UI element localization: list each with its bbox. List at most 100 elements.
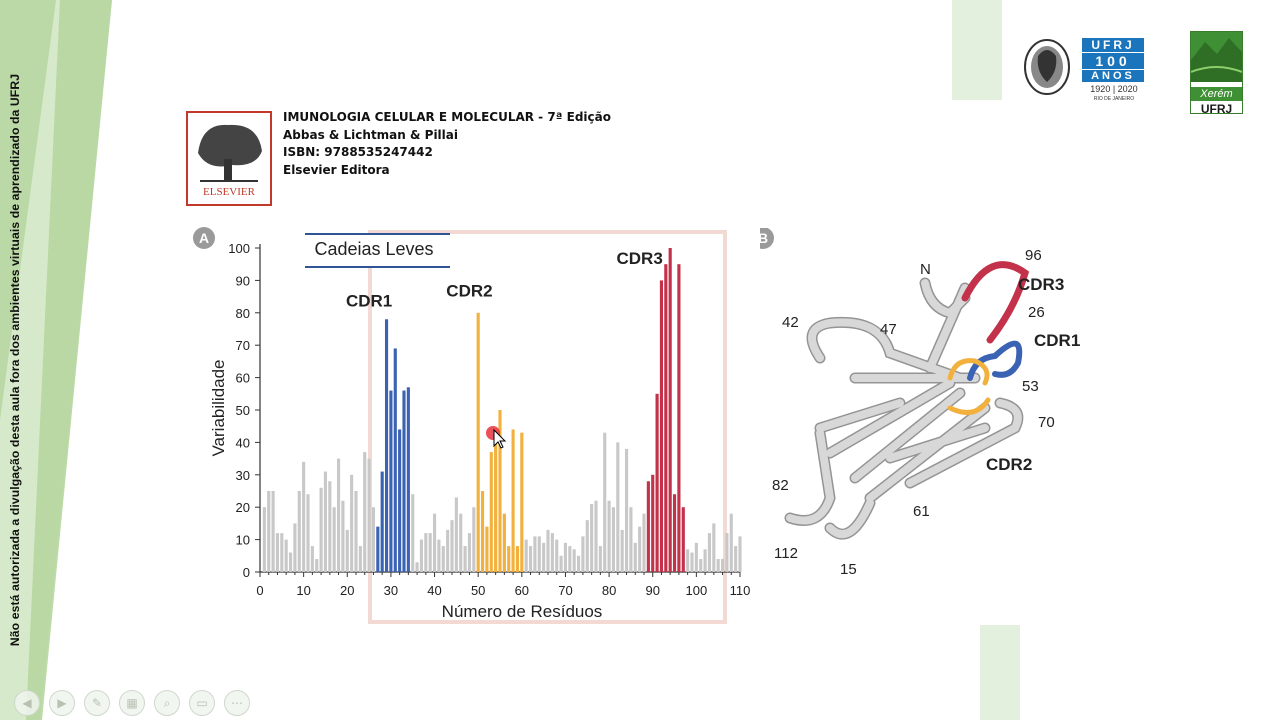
bar-framework: [598, 546, 602, 572]
previous-slide-icon[interactable]: ◀: [14, 690, 40, 716]
y-tick-label: 0: [243, 565, 250, 580]
bar-framework: [323, 471, 328, 572]
panel-a-label: A: [199, 230, 209, 246]
subtitles-icon[interactable]: ▭: [189, 690, 215, 716]
bar-framework: [572, 549, 576, 572]
book-isbn: ISBN: 9788535247442: [283, 145, 433, 159]
bar-framework: [703, 549, 707, 572]
y-tick-label: 100: [228, 241, 250, 256]
bar-framework: [524, 539, 528, 572]
bar-framework: [472, 507, 476, 572]
bar-cdr1: [376, 526, 380, 572]
bar-framework: [546, 529, 550, 572]
bar-framework: [271, 491, 275, 572]
cdr3-annotation: CDR3: [616, 249, 662, 268]
deco-strip-top: [952, 0, 1002, 100]
label-n: N: [920, 261, 931, 278]
bar-cdr3: [651, 474, 655, 572]
bar-cdr1: [380, 471, 384, 572]
mouse-cursor: [486, 426, 507, 449]
ufrj-100-anos-logo: UFRJ 100 ANOS 1920 | 2020 RIO DE JANEIRO: [1082, 38, 1146, 102]
bar-framework: [559, 555, 563, 572]
y-axis-label: Variabilidade: [209, 359, 228, 456]
bar-framework: [699, 559, 703, 572]
bar-framework: [716, 559, 720, 572]
bar-cdr2: [489, 452, 493, 572]
bar-cdr3: [664, 264, 668, 572]
bar-framework: [446, 529, 450, 572]
bar-framework: [328, 481, 332, 572]
label-96: 96: [1025, 247, 1042, 264]
bar-cdr2: [498, 410, 502, 572]
variability-chart: A Cadeias Leves 0 10 20 30 40 50 60 70 80 90 100 0 1…: [193, 227, 750, 624]
bar-cdr1: [384, 319, 389, 572]
antibody-structure-diagram: B N 96 CDR3 26 CDR1: [760, 228, 1080, 578]
bar-framework: [642, 513, 646, 572]
y-tick-label: 80: [236, 306, 250, 321]
bar-framework: [332, 507, 336, 572]
bar-cdr3: [672, 494, 677, 572]
bar-framework: [638, 526, 642, 572]
y-tick-label: 50: [236, 403, 250, 418]
label-42: 42: [782, 314, 799, 331]
chart-title-box: Cadeias Leves: [305, 233, 450, 268]
bar-framework: [624, 448, 629, 572]
bar-framework: [467, 533, 472, 572]
book-publisher: Elsevier Editora: [283, 162, 390, 177]
bar-framework: [533, 536, 537, 572]
bar-framework: [267, 491, 271, 572]
zoom-icon[interactable]: ⌕: [154, 690, 180, 716]
bar-framework: [542, 542, 546, 572]
slides-grid-icon[interactable]: ▦: [119, 690, 145, 716]
bar-framework: [463, 546, 467, 572]
bar-cdr3: [646, 481, 650, 572]
book-cover: ELSEVIER: [186, 111, 272, 206]
x-tick-label: 10: [296, 583, 310, 598]
bar-cdr1: [406, 387, 410, 572]
bar-framework: [341, 500, 345, 572]
x-tick-label: 50: [471, 583, 485, 598]
pen-icon[interactable]: ✎: [84, 690, 110, 716]
label-15: 15: [840, 561, 857, 578]
y-tick-label: 70: [236, 338, 250, 353]
bar-framework: [611, 507, 616, 572]
label-112: 112: [774, 545, 798, 562]
chart-bars: [262, 248, 742, 572]
bar-framework: [350, 474, 354, 572]
label-cdr2: CDR2: [986, 455, 1032, 474]
xerem-mountain-icon: [1190, 32, 1243, 82]
bar-framework: [603, 432, 607, 572]
bar-framework: [293, 523, 297, 572]
label-cdr1: CDR1: [1034, 331, 1080, 350]
bar-framework: [734, 546, 738, 572]
xerem-name: Xerém: [1191, 87, 1242, 101]
bar-cdr1: [402, 390, 406, 572]
book-title: IMUNOLOGIA CELULAR E MOLECULAR - 7ª Ediç…: [283, 110, 611, 124]
bar-cdr1: [393, 348, 397, 572]
bar-framework: [620, 529, 624, 572]
beta-strands-highlight: [786, 279, 1022, 539]
panel-b-label: B: [760, 230, 768, 246]
bar-cdr2: [515, 546, 520, 572]
bar-framework: [581, 536, 585, 572]
cdr2-annotation: CDR2: [446, 282, 492, 301]
elsevier-wordmark: ELSEVIER: [203, 186, 256, 198]
bar-cdr3: [668, 248, 672, 572]
bar-framework: [415, 562, 419, 572]
bar-framework: [262, 507, 266, 572]
next-slide-icon[interactable]: ▶: [49, 690, 75, 716]
bar-framework: [594, 500, 598, 572]
bar-cdr2: [485, 526, 489, 572]
x-tick-label: 30: [384, 583, 398, 598]
bar-framework: [607, 500, 611, 572]
bar-framework: [585, 520, 589, 572]
elsevier-tree-logo: ELSEVIER: [192, 117, 266, 198]
bar-framework: [367, 458, 371, 572]
more-options-icon[interactable]: ⋯: [224, 690, 250, 716]
bar-framework: [555, 539, 559, 572]
y-tick-label: 20: [236, 500, 250, 515]
bar-framework: [629, 507, 633, 572]
bar-framework: [345, 529, 349, 572]
bar-framework: [411, 494, 415, 572]
bar-cdr3: [659, 280, 664, 572]
